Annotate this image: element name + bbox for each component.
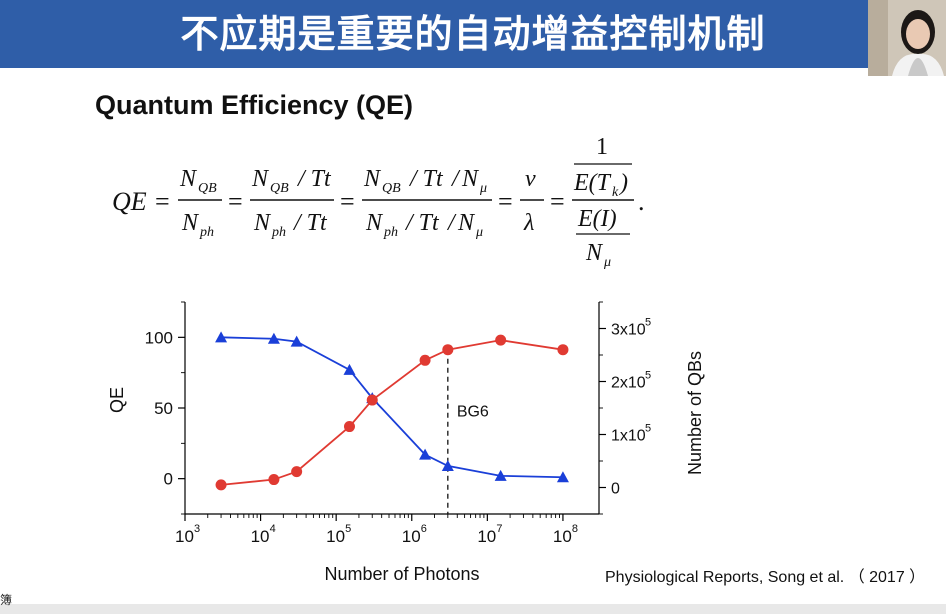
qbs-point-6 [442,344,454,356]
title-bar [0,0,946,68]
x-tick-exp-0: 3 [194,523,200,535]
bg6-label: BG6 [457,403,489,420]
x-tick-label-3: 10 [402,527,421,546]
x-tick-exp-1: 4 [270,523,276,535]
frac3-den-sub: ph [383,225,398,240]
section-heading: Quantum Efficiency (QE) [95,90,414,120]
chart-series [215,331,569,514]
x-tick-label-5: 10 [553,527,572,546]
qe-point-8 [556,471,569,483]
frac5-close: ) [618,170,628,196]
frac2-num-n: N [251,166,270,192]
frac1-num-sub: QB [198,181,217,196]
qbs-point-8 [557,344,569,356]
frac2-den-n: N [253,210,272,236]
chart-labels: BG6 Number of Photons QE Number of QBs [107,351,705,584]
frac3-num-n2: N [461,166,480,192]
frac2-den-sub: ph [271,225,286,240]
qbs-point-3 [343,421,355,433]
frac2-den-tt: / Tt [292,210,328,236]
y-axis-label-left: QE [107,387,127,413]
frac3-den-mu: μ [475,225,483,240]
frac3-den-slash: / [446,210,457,236]
qe-point-6 [441,459,454,471]
qe-symbol: QE [112,187,147,216]
citation: Physiological Reports, Song et al. （ 201… [605,569,926,586]
slide-title: 不应期是重要的自动增益控制机制 [180,12,766,56]
yr-tick-label-1: 1x10 [611,428,646,445]
x-tick-label-0: 10 [175,527,194,546]
frac3-den-tt: / Tt [404,210,440,236]
qe-point-0 [215,331,228,343]
qbs-point-0 [215,479,227,491]
equals-2: = [228,187,243,216]
frac2-num-tt: / Tt [296,166,332,192]
frac3-num-sub: QB [382,181,401,196]
yl-tick-label-2: 100 [145,328,173,347]
equals-4: = [498,187,513,216]
qe-point-1 [267,332,280,344]
frac3-num-mu: μ [479,181,487,196]
yr-tick-label-2: 2x10 [611,375,646,392]
x-tick-exp-2: 5 [345,523,351,535]
qe-point-5 [419,448,432,460]
frac1-den-sub: ph [199,225,214,240]
qbs-point-4 [366,394,378,406]
yl-tick-label-1: 50 [154,399,173,418]
bottom-strip [0,604,946,614]
frac4-den-lambda: λ [523,210,534,236]
frac5-etk: E(T [573,170,612,196]
equals-5: = [550,187,565,216]
y-axis-label-right: Number of QBs [685,351,705,475]
yr-tick-label-3: 3x10 [611,322,646,339]
frac3-den-n2: N [457,210,476,236]
x-tick-label-1: 10 [251,527,270,546]
frac5-mu: μ [603,255,611,270]
yr-tick-label-0: 0 [611,481,620,498]
yl-tick-label-0: 0 [164,470,173,489]
yr-tick-exp-3: 5 [645,317,651,329]
frac4-num-nu: ν [525,166,536,192]
qe-point-2 [290,335,303,347]
equals-1: = [155,187,170,216]
qbs-point-5 [419,354,431,366]
x-tick-exp-5: 8 [572,523,578,535]
frac3-num-n: N [363,166,382,192]
x-tick-label-2: 10 [326,527,345,546]
frac5-k: k [612,185,619,200]
frac5-one: 1 [596,134,608,160]
series-line-qbs [220,339,564,486]
qe-point-7 [494,469,507,481]
formula-period: . [638,187,645,216]
frac3-den-n: N [365,210,384,236]
qe-point-3 [343,363,356,375]
frac1-num-n: N [179,166,198,192]
qe-formula: QE = N QB N ph = N QB / Tt N ph / Tt = N… [112,134,645,270]
yr-tick-exp-1: 5 [645,423,651,435]
frac2-num-sub: QB [270,181,289,196]
qbs-point-7 [495,334,507,346]
presenter-webcam [868,0,946,76]
frac1-den-n: N [181,210,200,236]
corner-glyph: 簿 [0,593,13,607]
frac3-num-slash: / [450,166,461,192]
equals-3: = [340,187,355,216]
qbs-point-2 [291,466,303,478]
x-tick-exp-4: 7 [496,523,502,535]
yr-tick-exp-2: 5 [645,370,651,382]
frac5-n: N [585,240,604,266]
x-axis-label: Number of Photons [324,564,479,584]
frac5-ei: E(I) [577,206,617,232]
series-line-qe [221,336,563,479]
x-tick-label-4: 10 [477,527,496,546]
qbs-point-1 [268,474,280,486]
frac3-num-tt: / Tt [408,166,444,192]
x-tick-exp-3: 6 [421,523,427,535]
